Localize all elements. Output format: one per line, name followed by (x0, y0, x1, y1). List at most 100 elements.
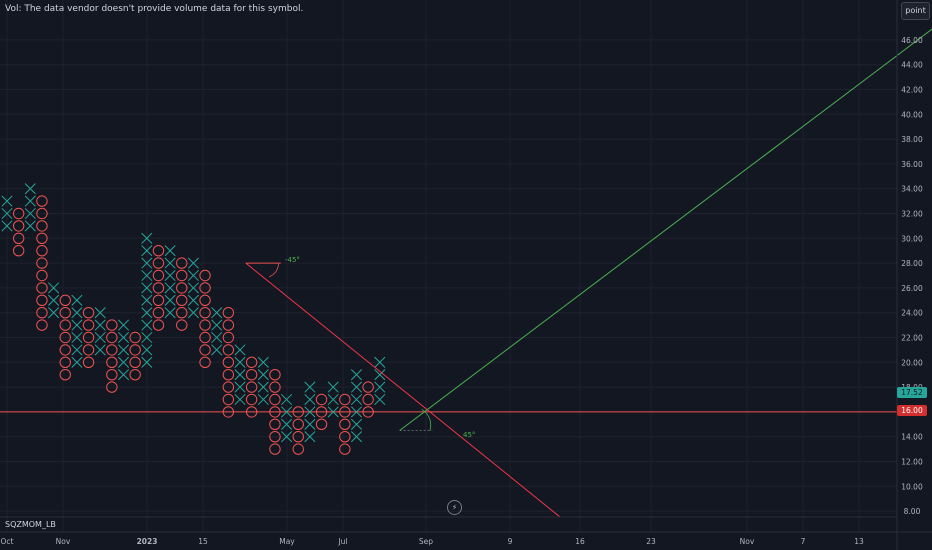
o-box (59, 356, 71, 368)
o-box (339, 418, 351, 430)
x-stroke (141, 245, 153, 257)
x-box (141, 269, 153, 282)
o-box (12, 245, 25, 257)
y-tick-label: 10.00 (901, 482, 923, 491)
x-stroke (141, 307, 153, 319)
x-stroke (48, 294, 60, 306)
x-box (257, 356, 269, 368)
x-stroke (304, 418, 316, 430)
x-box (1, 220, 13, 232)
o-box (199, 319, 211, 331)
o-box (269, 406, 281, 418)
x-stroke (164, 294, 176, 306)
x-box (374, 381, 386, 393)
x-box (141, 331, 153, 344)
o-box (82, 307, 95, 319)
x-box (350, 418, 363, 430)
o-box (292, 443, 304, 455)
o-box (199, 269, 211, 282)
x-box (24, 207, 36, 220)
x-stroke (187, 257, 199, 269)
o-box (339, 443, 351, 455)
o-box (59, 369, 71, 381)
o-box (199, 344, 211, 356)
trend-lines[interactable] (245, 15, 932, 518)
x-tick-label: Oct (1, 537, 14, 546)
o-box (222, 344, 235, 356)
x-box (350, 381, 363, 393)
x-stroke (211, 319, 223, 331)
x-stroke (141, 232, 153, 244)
x-box (187, 294, 199, 306)
x-stroke (117, 369, 130, 381)
x-stroke (281, 393, 293, 406)
x-tick-label: Nov (56, 537, 71, 546)
x-box (304, 431, 316, 443)
box-unit-button[interactable]: point (901, 2, 930, 20)
o-box (82, 319, 95, 331)
indicator-label[interactable]: SQZMOM_LB (5, 520, 56, 529)
o-box (36, 307, 48, 319)
x-stroke (374, 393, 386, 406)
o-box (176, 269, 188, 282)
x-stroke (24, 195, 36, 207)
o-box (339, 431, 351, 443)
x-stroke (141, 319, 153, 331)
x-stroke (48, 282, 60, 294)
x-box (94, 344, 106, 356)
o-box (362, 393, 374, 406)
o-box (152, 245, 165, 257)
o-box (269, 431, 281, 443)
x-stroke (257, 381, 269, 393)
x-stroke (141, 331, 153, 344)
o-box (36, 294, 48, 306)
o-box (12, 220, 25, 232)
x-box (141, 282, 153, 294)
o-box (339, 406, 351, 418)
trend-line-down (245, 262, 561, 518)
x-stroke (234, 393, 246, 406)
x-box (117, 319, 130, 331)
o-box (59, 331, 71, 344)
x-tick-label: 23 (646, 537, 656, 546)
o-box (245, 356, 258, 368)
x-box (234, 344, 246, 356)
x-box (234, 369, 246, 381)
x-stroke (117, 319, 130, 331)
x-stroke (281, 431, 293, 443)
x-stroke (350, 431, 363, 443)
o-box (199, 356, 211, 368)
x-box (187, 269, 199, 282)
x-box (211, 319, 223, 331)
o-box (36, 257, 48, 269)
x-stroke (211, 344, 223, 356)
o-box (152, 282, 165, 294)
x-stroke (187, 282, 199, 294)
x-stroke (141, 294, 153, 306)
x-box (71, 344, 83, 356)
x-stroke (1, 220, 13, 232)
x-stroke (327, 381, 339, 393)
x-stroke (350, 393, 363, 406)
lightning-icon[interactable]: ⚡ (447, 500, 462, 515)
x-stroke (164, 307, 176, 319)
x-stroke (350, 369, 363, 381)
x-box (234, 381, 246, 393)
x-box (211, 344, 223, 356)
x-stroke (187, 294, 199, 306)
x-stroke (281, 418, 293, 430)
x-box (71, 294, 83, 306)
o-box (222, 406, 235, 418)
x-box (1, 207, 13, 220)
o-box (176, 307, 188, 319)
o-box (176, 294, 188, 306)
x-stroke (257, 369, 269, 381)
x-box (117, 344, 130, 356)
x-stroke (350, 381, 363, 393)
hline-price-tag[interactable]: 16.00 (897, 405, 927, 416)
x-box (350, 369, 363, 381)
y-tick-label: 30.00 (901, 234, 923, 243)
angle-annotations: -45° 45° (245, 256, 475, 439)
y-tick-label: 20.00 (901, 358, 923, 367)
